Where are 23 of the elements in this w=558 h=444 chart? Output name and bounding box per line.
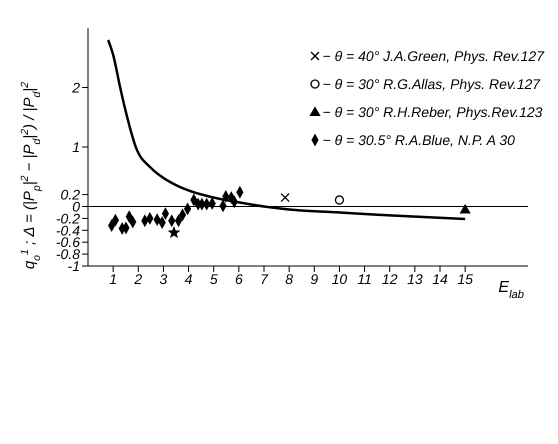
x-tick-label: 15: [457, 270, 474, 287]
x-tick-label: 3: [160, 270, 168, 287]
x-tick-label: 9: [310, 270, 318, 287]
legend-label: − θ = 30° R.H.Reber, Phys.Rev.123: [322, 104, 542, 120]
x-tick-label: 10: [332, 270, 348, 287]
legend-label: − θ = 30.5° R.A.Blue, N.P. A 30: [322, 132, 515, 148]
y-tick-label: 1: [72, 138, 80, 155]
y-tick-label: -0.8: [56, 246, 80, 262]
x-tick-label: 11: [357, 270, 372, 287]
x-tick-label: 1: [109, 270, 118, 287]
x-tick-label: 13: [407, 270, 423, 287]
x-axis-title: E$_{lab}$: [498, 279, 524, 301]
x-tick-label: 8: [285, 270, 294, 287]
y-tick-label: 2: [71, 79, 80, 96]
x-tick-label: 6: [234, 270, 243, 287]
legend-label: − θ = 40° J.A.Green, Phys. Rev.127: [322, 48, 544, 64]
x-tick-label: 5: [210, 270, 218, 287]
legend-label: − θ = 30° R.G.Allas, Phys. Rev.127: [322, 76, 540, 92]
x-tick-label: 4: [184, 270, 193, 287]
x-tick-label: 2: [133, 270, 142, 287]
x-tick-label: 7: [260, 270, 270, 287]
x-tick-label: 12: [382, 270, 398, 287]
x-tick-label: 14: [432, 270, 448, 287]
